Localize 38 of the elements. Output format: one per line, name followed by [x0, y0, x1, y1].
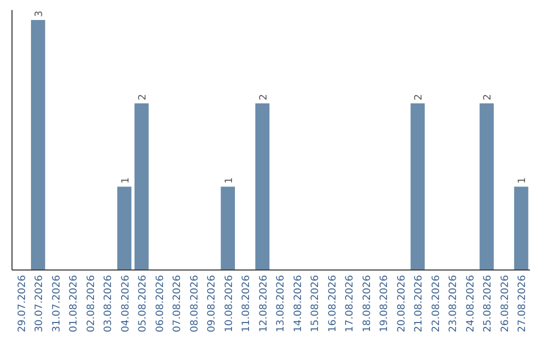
data-label: 1: [120, 177, 132, 184]
x-tick-label: 08.08.2026: [189, 275, 200, 332]
x-tick-label: 01.08.2026: [68, 275, 80, 332]
x-tick-label: 03.08.2026: [103, 275, 114, 332]
x-tick-label: 20.08.2026: [396, 275, 408, 332]
x-tick-label: 16.08.2026: [327, 275, 338, 332]
x-tick-label: 15.08.2026: [310, 275, 322, 332]
x-tick-label: 18.08.2026: [362, 275, 373, 332]
x-tick-label: 07.08.2026: [172, 275, 184, 332]
x-tick-label: 22.08.2026: [430, 275, 442, 332]
data-label: 2: [414, 94, 425, 100]
x-tick-label: 24.08.2026: [465, 275, 476, 332]
data-label: 1: [517, 177, 528, 184]
x-tick-label: 11.08.2026: [241, 275, 252, 332]
data-label: 3: [34, 10, 46, 17]
x-tick-label: 27.08.2026: [517, 275, 528, 332]
x-tick-label: 26.08.2026: [500, 275, 511, 332]
x-tick-label: 21.08.2026: [414, 275, 425, 332]
x-tick-label: 29.07.2026: [16, 275, 28, 332]
x-tick-label: 04.08.2026: [120, 275, 132, 332]
x-tick-label: 02.08.2026: [86, 275, 97, 332]
data-label: 2: [138, 94, 149, 100]
data-label: 1: [224, 177, 235, 184]
x-tick-label: 05.08.2026: [138, 275, 149, 332]
x-tick-label: 17.08.2026: [344, 275, 356, 332]
x-tick-label: 06.08.2026: [154, 275, 166, 332]
x-tick-label: 14.08.2026: [292, 275, 304, 332]
x-tick-label: 25.08.2026: [482, 275, 494, 332]
data-label: 2: [482, 94, 494, 100]
x-tick-label: 09.08.2026: [206, 275, 218, 332]
x-tick-label: 31.07.2026: [51, 275, 62, 332]
x-tick-label: 19.08.2026: [379, 275, 390, 332]
x-tick-label: 12.08.2026: [258, 275, 270, 332]
x-tick-label: 10.08.2026: [224, 275, 235, 332]
data-label: 2: [258, 94, 270, 100]
x-tick-label: 23.08.2026: [448, 275, 460, 332]
x-tick-label: 30.07.2026: [34, 275, 46, 332]
x-tick-label: 13.08.2026: [276, 275, 287, 332]
